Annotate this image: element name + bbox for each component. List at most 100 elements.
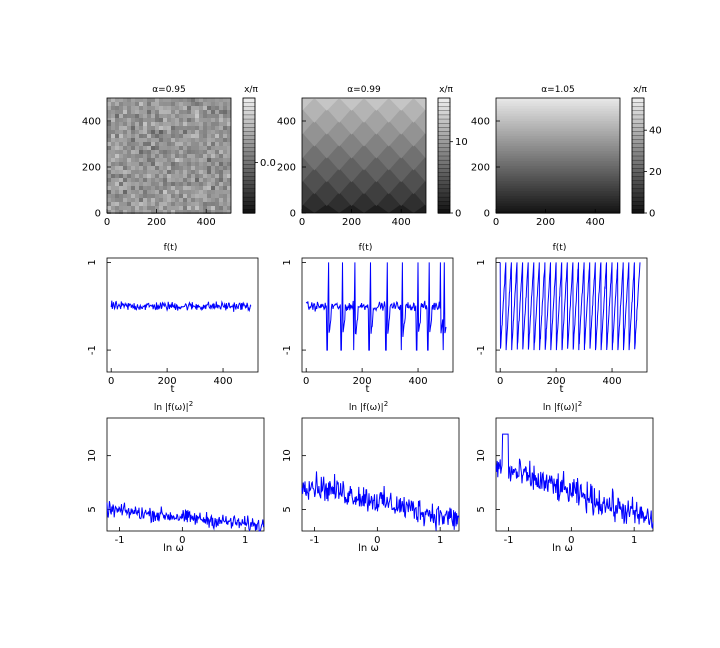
heatmap-cell [151,202,155,206]
heatmap-cell [131,158,135,162]
heatmap-cell [227,158,231,162]
colorbar-segment [631,179,645,185]
heatmap-cell [191,206,195,210]
heatmap-cell [223,142,227,146]
heatmap-cell [143,126,147,130]
heatmap-cell [167,142,171,146]
heatmap-cell [167,198,171,202]
heatmap-cell [167,166,171,170]
heatmap-cell [115,118,119,122]
heatmap-cell [195,130,199,134]
heatmap-cell [143,198,147,202]
colorbar-segment [631,110,645,116]
x-tick-label: 1 [437,535,443,546]
heatmap-cell [131,186,135,190]
heatmap-cell [131,110,135,114]
heatmap-cell [107,186,111,190]
heatmap-cell [127,114,131,118]
colorbar-segment [631,114,645,120]
heatmap-cell [191,170,195,174]
heatmap-cell [143,122,147,126]
heatmap-cell [167,134,171,138]
heatmap-cell [135,150,139,154]
heatmap-cell [203,170,207,174]
heatmap-cell [127,210,131,214]
heatmap-cell [199,206,203,210]
heatmap-cell [219,126,223,130]
heatmap-cell [215,126,219,130]
heatmap-cell [199,154,203,158]
heatmap-cell [163,106,167,110]
y-tick-label: 10 [87,449,98,462]
heatmap-cell [171,150,175,154]
heatmap-cell [115,98,119,102]
heatmap-cell [139,194,143,198]
heatmap-cell [147,186,151,190]
heatmap-cell [111,130,115,134]
heatmap-cell [175,206,179,210]
x-tick-label: 200 [147,217,166,228]
heatmap-cell [199,142,203,146]
heatmap-cell [195,102,199,106]
heatmap-cell [155,182,159,186]
x-tick-label: 0 [179,535,185,546]
heatmap-cell [219,162,223,166]
heatmap-cell [199,130,203,134]
heatmap-cell [187,126,191,130]
heatmap-cell [195,142,199,146]
heatmap-cell [211,130,215,134]
colorbar-segment [631,188,645,194]
heatmap-cell [111,182,115,186]
heatmap-cell [187,146,191,150]
heatmap-cell [127,126,131,130]
colorbar-segment [242,151,256,157]
heatmap-cell [111,178,115,182]
heatmap-cell [191,194,195,198]
x-tick-label: 200 [353,376,372,387]
plot-frame [106,97,232,214]
heatmap-cell [175,102,179,106]
heatmap-cell [139,198,143,202]
heatmap-cell [127,190,131,194]
heatmap-cell [143,106,147,110]
heatmap-cell [191,134,195,138]
heatmap-cell [115,102,119,106]
heatmap-row [496,180,620,184]
heatmap-cell [167,102,171,106]
heatmap-cell [123,166,127,170]
y-tick-label: 10 [476,449,487,462]
heatmap-cell [163,130,167,134]
heatmap-cell [131,166,135,170]
heatmap-cell [175,154,179,158]
heatmap-cell [159,114,163,118]
heatmap-cell [119,198,123,202]
colorbar-segment [242,163,256,169]
colorbar-segment [242,101,256,107]
heatmap-cell [111,126,115,130]
heatmap-cell [195,122,199,126]
heatmap-cell [159,142,163,146]
heatmap-cell [147,106,151,110]
heatmap-cell [199,98,203,102]
colorbar-segment [437,114,451,120]
heatmap-cell [163,182,167,186]
heatmap-cell [195,174,199,178]
heatmap-cell [227,110,231,114]
spectrum-title-superscript: 2 [578,400,582,408]
heatmap-cell [203,146,207,150]
heatmap-cell [111,122,115,126]
heatmap-cell [227,142,231,146]
heatmap-cell [175,122,179,126]
heatmap-cell [151,194,155,198]
heatmap-row [496,110,620,114]
heatmap-cell [171,198,175,202]
heatmap-cell [171,190,175,194]
y-tick-label: 5 [282,506,293,512]
heatmap-cell [203,154,207,158]
colorbar-segment [437,204,451,210]
heatmap-cell [163,146,167,150]
heatmap-cell [179,134,183,138]
heatmap-cell [139,114,143,118]
heatmap-cell [171,134,175,138]
heatmap-cell [199,166,203,170]
